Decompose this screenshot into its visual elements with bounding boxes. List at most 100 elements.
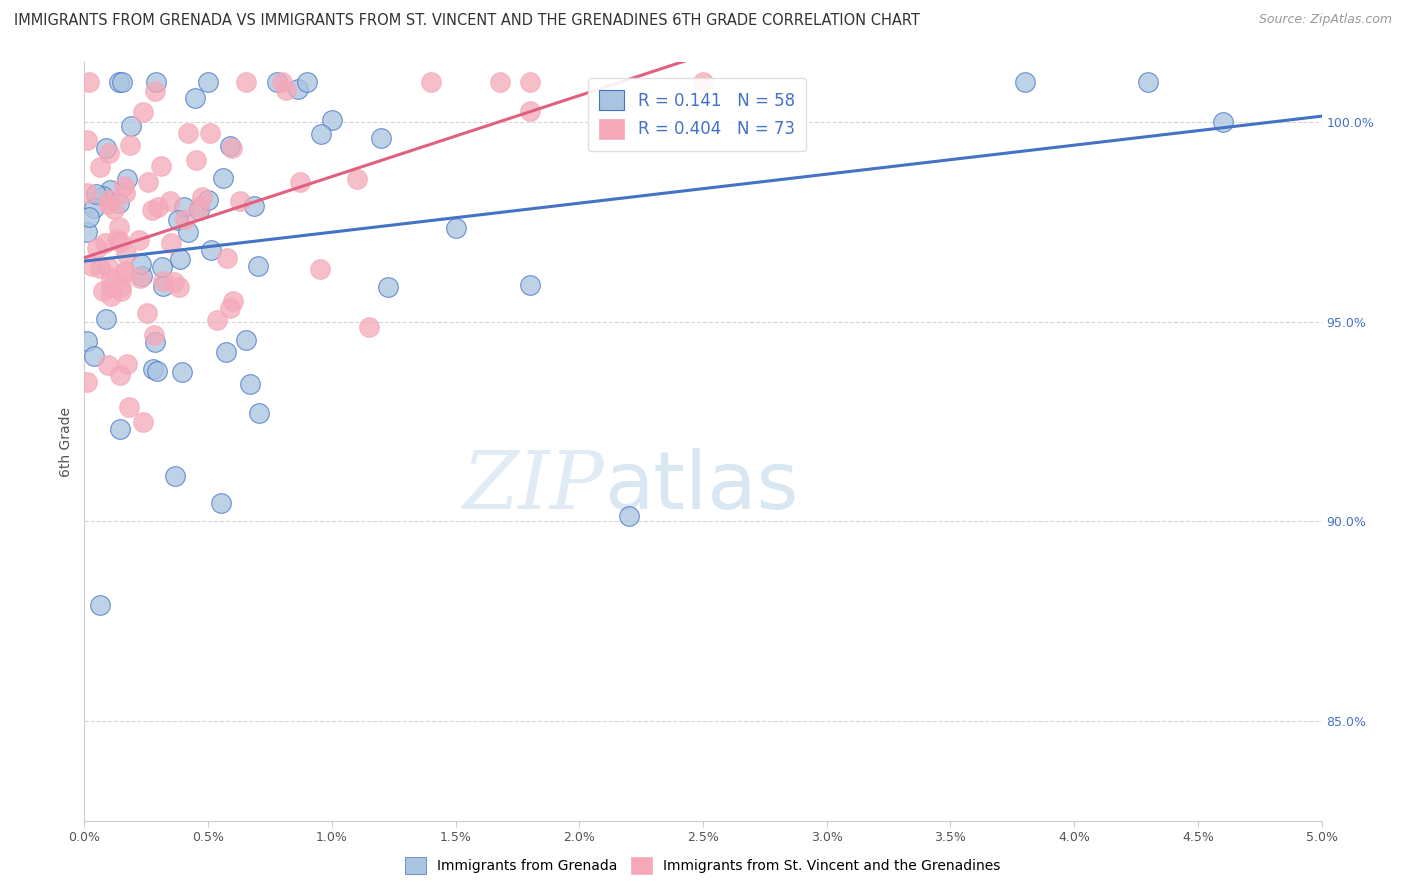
- Point: [207, 312, 229, 326]
- Text: Source: ZipAtlas.com: Source: ZipAtlas.com: [1258, 13, 1392, 27]
- Point: [120, 120, 142, 134]
- Point: [266, 75, 288, 89]
- Point: [100, 289, 122, 303]
- Point: [290, 175, 312, 189]
- Point: [309, 127, 332, 141]
- Point: [105, 232, 128, 246]
- Point: [274, 83, 297, 97]
- Point: [187, 202, 209, 217]
- Point: [132, 415, 155, 429]
- Point: [77, 210, 100, 224]
- Point: [136, 175, 159, 189]
- Point: [519, 277, 541, 292]
- Point: [287, 81, 309, 95]
- Point: [295, 75, 318, 89]
- Point: [184, 91, 207, 105]
- Point: [136, 306, 159, 320]
- Point: [152, 274, 174, 288]
- Point: [174, 212, 197, 227]
- Point: [117, 172, 139, 186]
- Point: [357, 320, 380, 334]
- Point: [1014, 75, 1036, 89]
- Point: [221, 140, 243, 154]
- Point: [163, 275, 186, 289]
- Point: [129, 257, 152, 271]
- Point: [98, 183, 121, 197]
- Point: [246, 259, 269, 273]
- Point: [219, 301, 242, 315]
- Point: [229, 194, 252, 208]
- Point: [76, 375, 98, 389]
- Point: [76, 133, 98, 147]
- Point: [519, 104, 541, 119]
- Point: [308, 261, 330, 276]
- Point: [118, 401, 141, 415]
- Point: [197, 75, 219, 89]
- Point: [76, 334, 98, 348]
- Point: [617, 508, 640, 523]
- Y-axis label: 6th Grade: 6th Grade: [59, 407, 73, 476]
- Point: [94, 235, 117, 250]
- Point: [76, 225, 98, 239]
- Point: [321, 113, 343, 128]
- Point: [103, 202, 125, 216]
- Point: [370, 131, 392, 145]
- Point: [112, 178, 135, 193]
- Point: [1137, 75, 1160, 89]
- Point: [110, 284, 132, 298]
- Point: [222, 294, 245, 309]
- Point: [111, 75, 134, 89]
- Point: [692, 75, 714, 89]
- Point: [107, 75, 129, 89]
- Point: [346, 172, 368, 186]
- Point: [152, 278, 174, 293]
- Point: [97, 197, 120, 211]
- Point: [167, 280, 190, 294]
- Point: [108, 195, 131, 210]
- Point: [519, 75, 541, 89]
- Point: [98, 193, 121, 207]
- Point: [173, 200, 195, 214]
- Text: atlas: atlas: [605, 448, 799, 526]
- Point: [128, 270, 150, 285]
- Point: [97, 145, 120, 160]
- Point: [132, 104, 155, 119]
- Point: [150, 260, 173, 274]
- Point: [77, 75, 100, 89]
- Point: [108, 368, 131, 382]
- Point: [76, 186, 98, 200]
- Point: [242, 199, 264, 213]
- Point: [108, 219, 131, 234]
- Text: IMMIGRANTS FROM GRENADA VS IMMIGRANTS FROM ST. VINCENT AND THE GRENADINES 6TH GR: IMMIGRANTS FROM GRENADA VS IMMIGRANTS FR…: [14, 13, 920, 29]
- Point: [235, 75, 257, 89]
- Point: [86, 187, 108, 202]
- Point: [419, 75, 441, 89]
- Point: [159, 194, 181, 208]
- Text: ZIP: ZIP: [463, 449, 605, 525]
- Point: [239, 376, 262, 391]
- Point: [1212, 114, 1234, 128]
- Point: [89, 260, 111, 275]
- Point: [200, 243, 222, 257]
- Point: [169, 252, 191, 266]
- Legend: Immigrants from Grenada, Immigrants from St. Vincent and the Grenadines: Immigrants from Grenada, Immigrants from…: [398, 850, 1008, 880]
- Point: [247, 406, 270, 420]
- Point: [82, 260, 104, 274]
- Point: [108, 422, 131, 436]
- Point: [184, 153, 207, 167]
- Point: [177, 225, 200, 239]
- Point: [145, 334, 167, 349]
- Point: [219, 138, 242, 153]
- Point: [271, 75, 294, 89]
- Point: [115, 358, 138, 372]
- Point: [165, 468, 187, 483]
- Point: [160, 235, 183, 250]
- Point: [377, 280, 399, 294]
- Point: [142, 327, 165, 342]
- Point: [167, 212, 190, 227]
- Point: [97, 260, 120, 275]
- Point: [215, 345, 238, 359]
- Point: [235, 334, 257, 348]
- Point: [145, 75, 167, 89]
- Point: [489, 75, 512, 89]
